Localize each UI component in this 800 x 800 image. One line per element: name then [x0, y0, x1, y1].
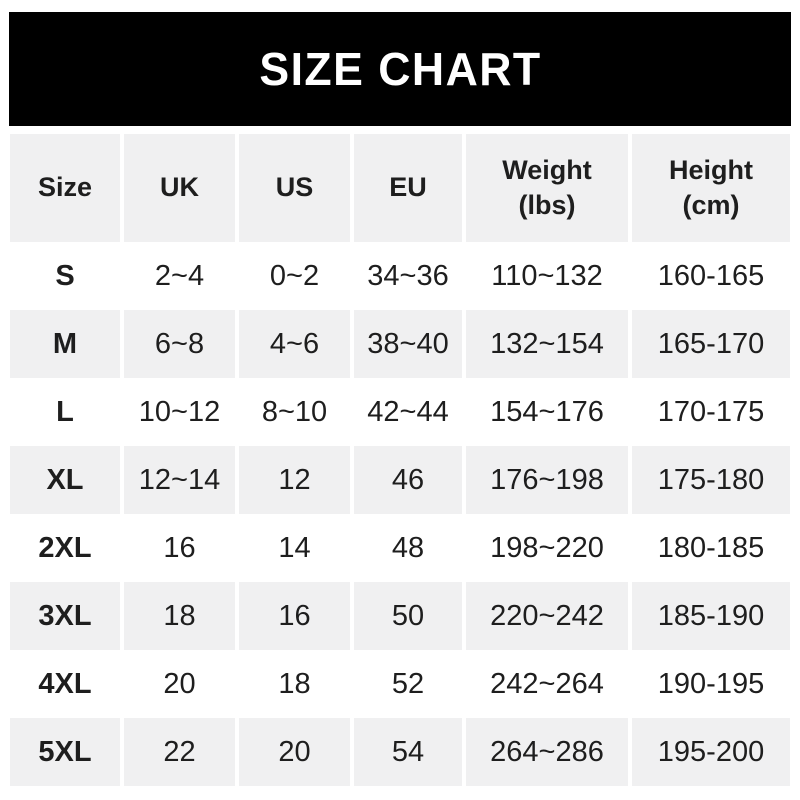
- us-value: 4~6: [239, 310, 350, 378]
- height-value: 160-165: [632, 242, 790, 310]
- size-label: S: [10, 242, 120, 310]
- uk-value: 22: [124, 718, 235, 786]
- table-row-5xl: 5XL 22 20 54 264~286 195-200: [10, 718, 790, 786]
- us-value: 16: [239, 582, 350, 650]
- uk-value: 20: [124, 650, 235, 718]
- us-value: 14: [239, 514, 350, 582]
- uk-value: 2~4: [124, 242, 235, 310]
- size-label: 4XL: [10, 650, 120, 718]
- eu-value: 50: [354, 582, 462, 650]
- height-value: 165-170: [632, 310, 790, 378]
- eu-value: 38~40: [354, 310, 462, 378]
- height-value: 175-180: [632, 446, 790, 514]
- table-row-l: L 10~12 8~10 42~44 154~176 170-175: [10, 378, 790, 446]
- eu-value: 54: [354, 718, 462, 786]
- height-value: 195-200: [632, 718, 790, 786]
- height-value: 170-175: [632, 378, 790, 446]
- weight-value: 198~220: [466, 514, 628, 582]
- eu-value: 52: [354, 650, 462, 718]
- height-value: 180-185: [632, 514, 790, 582]
- uk-value: 12~14: [124, 446, 235, 514]
- table-row-m: M 6~8 4~6 38~40 132~154 165-170: [10, 310, 790, 378]
- column-header-height: Height (cm): [632, 134, 790, 242]
- us-value: 18: [239, 650, 350, 718]
- weight-value: 176~198: [466, 446, 628, 514]
- title-banner: SIZE CHART: [9, 12, 791, 126]
- us-value: 20: [239, 718, 350, 786]
- size-label: 5XL: [10, 718, 120, 786]
- weight-value: 110~132: [466, 242, 628, 310]
- uk-value: 16: [124, 514, 235, 582]
- us-value: 8~10: [239, 378, 350, 446]
- weight-value: 154~176: [466, 378, 628, 446]
- table-row-4xl: 4XL 20 18 52 242~264 190-195: [10, 650, 790, 718]
- column-header-us: US: [239, 134, 350, 242]
- height-value: 185-190: [632, 582, 790, 650]
- eu-value: 46: [354, 446, 462, 514]
- column-header-uk: UK: [124, 134, 235, 242]
- weight-value: 264~286: [466, 718, 628, 786]
- size-label: L: [10, 378, 120, 446]
- weight-value: 220~242: [466, 582, 628, 650]
- uk-value: 6~8: [124, 310, 235, 378]
- size-label: 3XL: [10, 582, 120, 650]
- column-header-size: Size: [10, 134, 120, 242]
- us-value: 12: [239, 446, 350, 514]
- size-label: 2XL: [10, 514, 120, 582]
- size-label: M: [10, 310, 120, 378]
- weight-value: 242~264: [466, 650, 628, 718]
- page-title: SIZE CHART: [258, 43, 542, 95]
- table-row-xl: XL 12~14 12 46 176~198 175-180: [10, 446, 790, 514]
- table-row-3xl: 3XL 18 16 50 220~242 185-190: [10, 582, 790, 650]
- us-value: 0~2: [239, 242, 350, 310]
- table-row-2xl: 2XL 16 14 48 198~220 180-185: [10, 514, 790, 582]
- table-header-row: Size UK US EU Weight (lbs) Height (cm): [10, 134, 790, 242]
- eu-value: 34~36: [354, 242, 462, 310]
- column-header-weight: Weight (lbs): [466, 134, 628, 242]
- table-row-s: S 2~4 0~2 34~36 110~132 160-165: [10, 242, 790, 310]
- weight-value: 132~154: [466, 310, 628, 378]
- uk-value: 10~12: [124, 378, 235, 446]
- column-header-eu: EU: [354, 134, 462, 242]
- eu-value: 42~44: [354, 378, 462, 446]
- size-table: Size UK US EU Weight (lbs) Height (cm) S…: [10, 134, 790, 786]
- height-value: 190-195: [632, 650, 790, 718]
- uk-value: 18: [124, 582, 235, 650]
- eu-value: 48: [354, 514, 462, 582]
- size-label: XL: [10, 446, 120, 514]
